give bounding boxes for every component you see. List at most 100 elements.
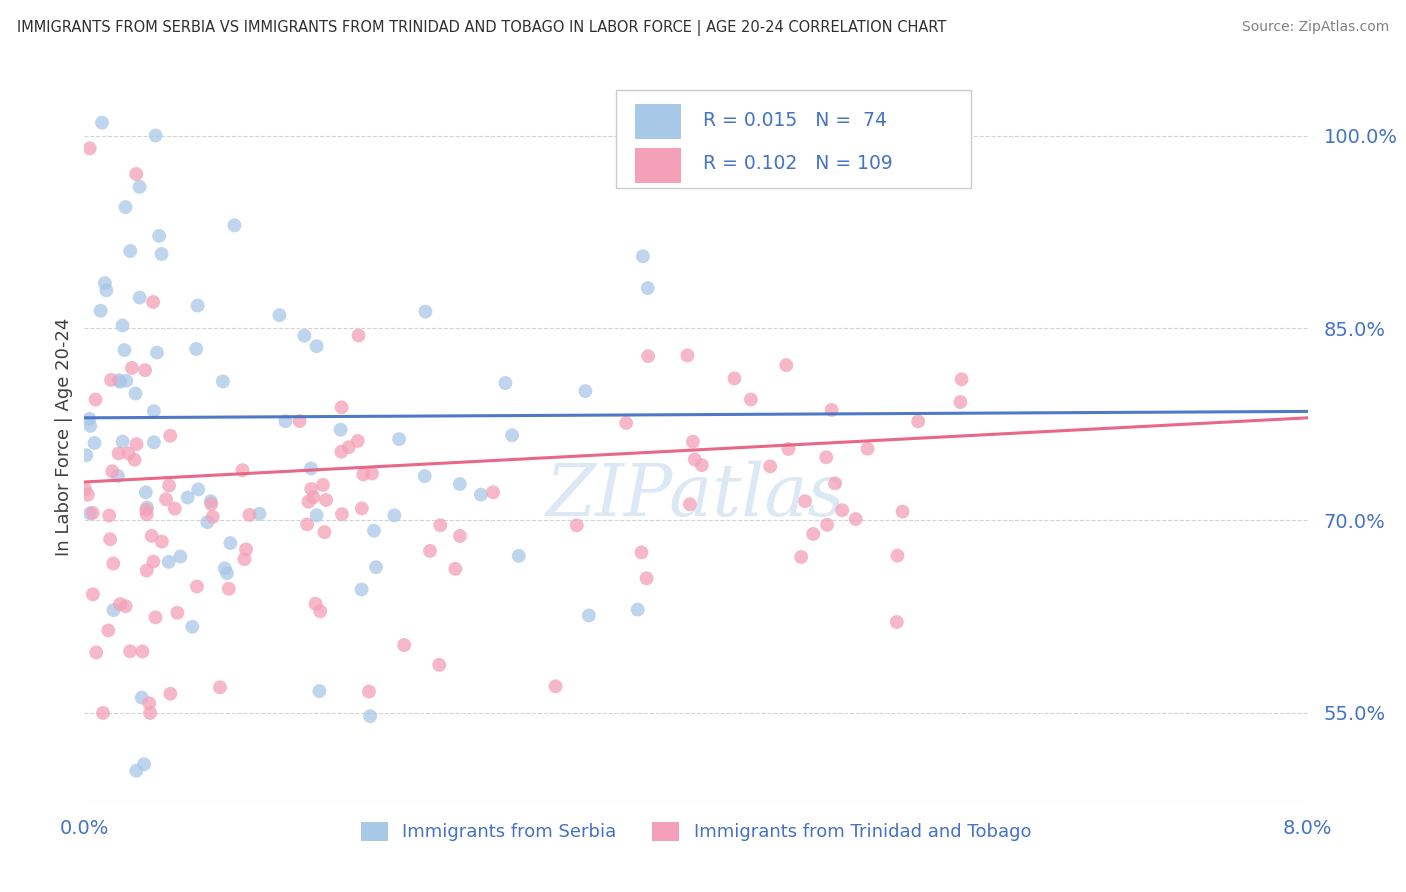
Point xyxy=(429,518,451,533)
Point xyxy=(299,461,322,475)
Point xyxy=(139,706,162,720)
Point xyxy=(249,507,271,521)
Point xyxy=(125,764,148,778)
Point xyxy=(637,281,659,295)
Point xyxy=(482,485,505,500)
Point xyxy=(315,493,337,508)
Point xyxy=(330,444,353,458)
Point xyxy=(565,518,588,533)
Point xyxy=(125,167,148,181)
Point xyxy=(359,709,381,723)
Point xyxy=(891,505,914,519)
Point xyxy=(544,679,567,693)
Point xyxy=(150,534,173,549)
Point xyxy=(856,442,879,456)
Point xyxy=(114,200,136,214)
Point xyxy=(91,706,114,720)
Point xyxy=(831,503,853,517)
Point xyxy=(690,458,713,472)
Point xyxy=(949,395,972,409)
Point xyxy=(94,276,117,290)
Point xyxy=(233,552,256,566)
Point xyxy=(128,179,150,194)
Point xyxy=(578,608,600,623)
Point xyxy=(350,582,373,597)
Point xyxy=(775,358,797,372)
Point xyxy=(131,690,153,705)
Point xyxy=(79,141,101,155)
Point xyxy=(269,308,291,322)
Point xyxy=(91,116,114,130)
Point xyxy=(145,128,167,143)
Point xyxy=(676,348,699,362)
Point xyxy=(186,580,208,594)
Point xyxy=(142,435,165,450)
Point xyxy=(308,684,330,698)
Point xyxy=(79,412,101,426)
Point xyxy=(108,373,131,387)
Point xyxy=(337,440,360,454)
Point xyxy=(75,448,97,462)
Point xyxy=(82,587,104,601)
Point xyxy=(150,247,173,261)
Point xyxy=(136,500,159,515)
Point xyxy=(361,467,384,481)
FancyBboxPatch shape xyxy=(636,104,682,139)
Point xyxy=(790,549,813,564)
Point xyxy=(157,478,180,492)
Point xyxy=(200,497,222,511)
Point xyxy=(112,343,135,357)
Point xyxy=(79,507,101,521)
Point xyxy=(214,561,236,575)
Point xyxy=(297,495,319,509)
Point xyxy=(231,463,253,477)
Point xyxy=(146,345,169,359)
Point xyxy=(630,545,652,559)
Point xyxy=(135,502,157,516)
Point xyxy=(682,434,704,449)
Point xyxy=(84,392,107,407)
Point xyxy=(815,517,838,532)
Point xyxy=(98,533,121,547)
Point xyxy=(415,304,437,318)
Point xyxy=(794,494,817,508)
Point xyxy=(907,414,929,428)
Point xyxy=(950,372,973,386)
Point xyxy=(312,478,335,492)
Point xyxy=(117,446,139,460)
Point xyxy=(108,597,131,611)
Point xyxy=(98,508,121,523)
Point xyxy=(83,436,105,450)
Text: R = 0.015   N =  74: R = 0.015 N = 74 xyxy=(703,111,887,129)
Point xyxy=(155,492,177,507)
Point xyxy=(176,491,198,505)
Point xyxy=(120,644,142,658)
FancyBboxPatch shape xyxy=(636,148,682,183)
Text: R = 0.102   N = 109: R = 0.102 N = 109 xyxy=(703,154,893,173)
Point xyxy=(96,284,118,298)
Point xyxy=(215,566,238,581)
Point xyxy=(314,525,336,540)
Point xyxy=(169,549,191,564)
Point xyxy=(778,442,800,456)
Point xyxy=(124,452,146,467)
Point xyxy=(302,491,325,505)
Point xyxy=(82,506,104,520)
Point xyxy=(101,464,124,478)
Point xyxy=(384,508,406,523)
Point xyxy=(187,483,209,497)
Point xyxy=(309,604,332,618)
FancyBboxPatch shape xyxy=(616,90,972,188)
Point xyxy=(107,469,129,483)
Point xyxy=(824,476,846,491)
Point xyxy=(501,428,523,442)
Point xyxy=(219,536,242,550)
Point xyxy=(820,403,842,417)
Point xyxy=(111,318,134,333)
Point xyxy=(107,446,129,460)
Point xyxy=(274,414,297,428)
Point xyxy=(181,620,204,634)
Point xyxy=(683,452,706,467)
Point xyxy=(614,416,637,430)
Point xyxy=(330,507,353,521)
